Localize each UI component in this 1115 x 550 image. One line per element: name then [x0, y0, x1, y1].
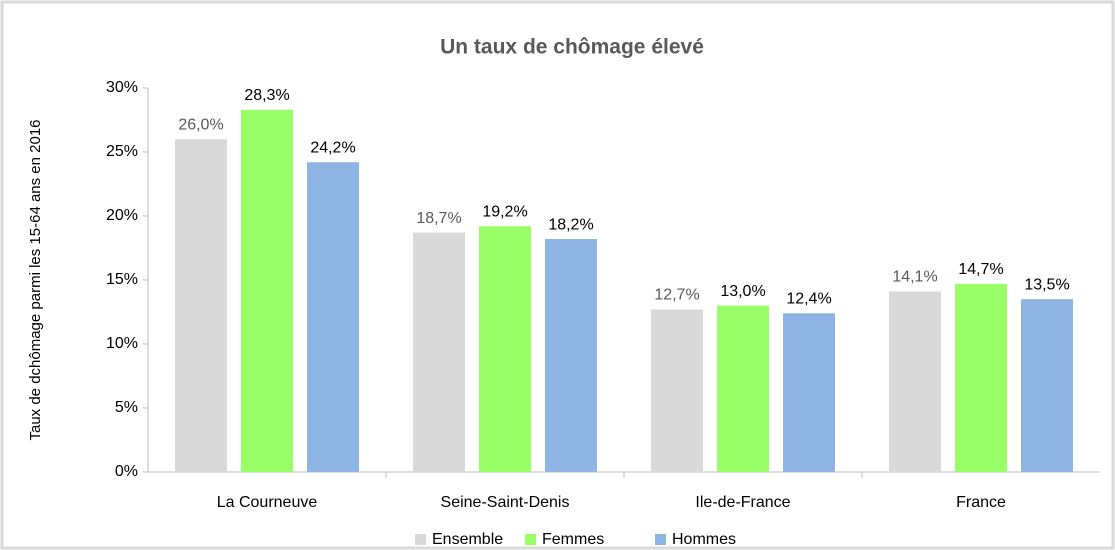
- y-tick-label: 25%: [106, 143, 138, 160]
- x-tick-label: Seine-Saint-Denis: [441, 494, 570, 511]
- value-label: 13,0%: [720, 283, 765, 300]
- x-tick-label: France: [956, 494, 1006, 511]
- bar: [955, 283, 1007, 472]
- bar: [651, 309, 703, 472]
- bar: [783, 313, 835, 472]
- y-tick-label: 20%: [106, 207, 138, 224]
- bar: [889, 291, 941, 472]
- y-tick-label: 5%: [115, 399, 138, 416]
- y-tick-label: 30%: [106, 79, 138, 96]
- legend-swatch: [525, 534, 536, 545]
- legend-swatch: [415, 534, 426, 545]
- bar: [545, 239, 597, 472]
- legend-label: Ensemble: [432, 531, 503, 548]
- bar: [413, 232, 465, 472]
- value-label: 18,7%: [416, 210, 461, 227]
- value-label: 14,7%: [958, 261, 1003, 278]
- value-label: 28,3%: [244, 87, 289, 104]
- legend-label: Femmes: [542, 531, 604, 548]
- y-tick-label: 15%: [106, 271, 138, 288]
- bar: [175, 139, 227, 472]
- y-tick-label: 0%: [115, 463, 138, 480]
- bar: [307, 162, 359, 473]
- value-label: 19,2%: [482, 203, 527, 220]
- value-label: 12,7%: [654, 287, 699, 304]
- value-label: 24,2%: [310, 139, 355, 156]
- y-tick-label: 10%: [106, 335, 138, 352]
- bar: [479, 226, 531, 472]
- value-label: 14,1%: [892, 269, 937, 286]
- legend-label: Hommes: [672, 531, 736, 548]
- bar: [241, 109, 293, 472]
- bar: [1021, 299, 1073, 472]
- legend-swatch: [655, 534, 666, 545]
- value-label: 18,2%: [548, 216, 593, 233]
- value-label: 26,0%: [178, 116, 223, 133]
- x-tick-label: Ile-de-France: [695, 494, 790, 511]
- bar: [717, 305, 769, 472]
- y-axis-label: Taux de dchômage parmi les 15-64 ans en …: [27, 119, 44, 440]
- value-label: 12,4%: [786, 290, 831, 307]
- x-tick-label: La Courneuve: [217, 494, 318, 511]
- chart-title: Un taux de chômage élevé: [440, 36, 704, 59]
- value-label: 13,5%: [1024, 276, 1069, 293]
